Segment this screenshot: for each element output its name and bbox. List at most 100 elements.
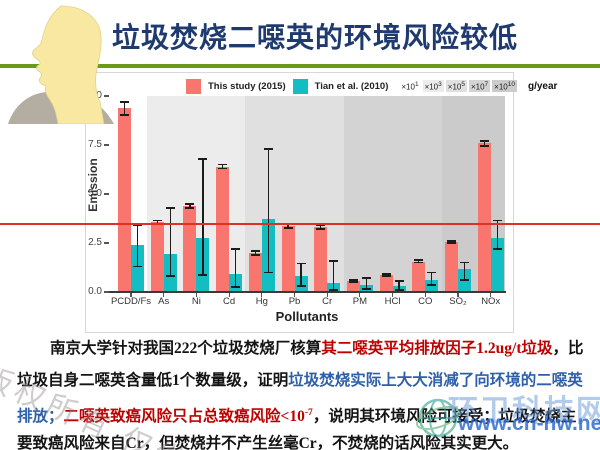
bar xyxy=(118,107,131,292)
error-bar-cap xyxy=(348,281,358,284)
x-tick-label: PM xyxy=(352,296,368,307)
bar xyxy=(131,244,144,292)
error-bar xyxy=(463,262,466,281)
error-bar-cap xyxy=(414,261,424,264)
error-bar xyxy=(352,280,355,283)
unit-label: g/year xyxy=(527,80,558,92)
error-bar-cap xyxy=(120,113,129,116)
error-bar-cap xyxy=(296,262,306,265)
scale-factor-chip: ×105 xyxy=(445,79,467,93)
error-bar xyxy=(202,158,204,276)
error-bar xyxy=(169,207,171,277)
x-tick-label: Hg xyxy=(255,296,268,307)
x-tick-label: SO₂ xyxy=(449,296,467,307)
text-segment: 垃圾焚烧实际上大大消减了向环境的二噁英 xyxy=(288,371,583,389)
error-bar-cap xyxy=(198,274,208,277)
x-tick-label: Cr xyxy=(322,296,333,307)
watermark-site-name: 环卫科技网 xyxy=(448,395,600,428)
y-tick-mark xyxy=(104,144,109,146)
error-bar-cap xyxy=(329,289,339,291)
y-tick-mark xyxy=(104,291,109,293)
legend-swatch-this-study xyxy=(186,78,201,94)
error-bar-cap xyxy=(231,247,241,250)
error-bar-cap xyxy=(361,288,371,290)
header-divider xyxy=(0,64,600,68)
x-tick-mark xyxy=(424,293,426,297)
scale-factor-chip: ×107 xyxy=(468,79,491,93)
y-tick-mark xyxy=(104,242,109,244)
error-bar-cap xyxy=(316,228,326,231)
error-bar xyxy=(431,272,433,286)
x-tick-label: Ni xyxy=(191,296,201,307)
y-tick-label: 0.0 xyxy=(88,286,102,297)
x-axis-title: Pollutants xyxy=(275,309,339,324)
x-tick-mark xyxy=(163,293,165,297)
y-tick-mark xyxy=(104,95,109,97)
error-bar-cap xyxy=(348,279,358,282)
text-segment: 排放； xyxy=(17,407,64,425)
x-axis-line xyxy=(107,291,506,294)
chart-legend: This study (2015) Tian et al. (2010) ×10… xyxy=(186,77,557,95)
text-segment: -7 xyxy=(304,406,313,418)
error-bar-cap xyxy=(263,148,273,150)
error-bar xyxy=(221,164,224,169)
x-tick-mark xyxy=(293,293,296,297)
bar xyxy=(477,143,491,292)
x-tick-mark xyxy=(392,293,394,297)
error-bar-cap xyxy=(250,249,260,252)
legend-label-tian: Tian et al. (2010) xyxy=(314,80,389,92)
error-bar-cap xyxy=(165,206,175,209)
error-bar xyxy=(365,278,368,290)
error-bar-cap xyxy=(427,271,437,274)
x-tick-mark xyxy=(195,293,197,297)
bar xyxy=(425,280,439,292)
x-tick-label: CO xyxy=(418,296,433,307)
x-tick-label: As xyxy=(158,296,170,307)
x-tick-label: NOx xyxy=(481,296,501,307)
error-bar xyxy=(189,203,191,208)
error-bar-cap xyxy=(447,242,456,244)
error-bar-cap xyxy=(296,285,306,288)
error-bar xyxy=(450,241,453,243)
error-bar xyxy=(483,141,485,146)
error-bar-cap xyxy=(250,253,260,256)
text-line: 要致癌风险来自Cr，但焚烧并不产生丝毫Cr，不焚烧的话风险其实更大。 xyxy=(17,428,595,450)
error-bar-cap xyxy=(381,275,391,278)
bar xyxy=(412,261,426,292)
text-line: 垃圾自身二噁英含量低1个数量级，证明垃圾焚烧实际上大大消减了向环境的二噁英 xyxy=(17,365,595,397)
error-bar-cap xyxy=(492,247,502,250)
error-bar-cap xyxy=(479,145,489,147)
head-face xyxy=(32,5,105,124)
error-bar xyxy=(136,225,139,267)
y-tick-label: 2.5 xyxy=(88,237,102,248)
error-bar xyxy=(398,281,400,291)
text-segment: 垃圾焚烧主 xyxy=(498,407,577,425)
error-bar-cap xyxy=(231,286,241,288)
error-bar-cap xyxy=(185,202,195,205)
text-segment: 垃圾自身二噁英含量低1个数量级，证明 xyxy=(17,371,289,389)
error-bar-cap xyxy=(133,265,142,268)
error-bar-cap xyxy=(329,259,339,262)
error-bar-cap xyxy=(492,219,502,222)
error-bar-cap xyxy=(218,163,228,166)
error-bar-cap xyxy=(283,227,293,230)
x-tick-label: Cd xyxy=(223,296,236,307)
error-bar xyxy=(254,250,256,255)
globe-icon xyxy=(415,398,461,438)
error-bar-cap xyxy=(316,224,326,227)
y-tick-label: 5.0 xyxy=(88,188,102,199)
error-bar xyxy=(418,259,420,263)
error-bar-cap xyxy=(133,224,142,227)
text-segment: 其二噁英平均排放因子1.2ug/t垃圾 xyxy=(321,340,553,357)
text-segment: 要致癌风险来自Cr，但焚烧并不产生丝毫Cr，不焚烧的话风险其实更大。 xyxy=(17,435,519,450)
watermark-site-url: www.cn-hw.net xyxy=(458,412,600,435)
bar xyxy=(150,222,164,292)
bar xyxy=(346,281,360,292)
plot-band xyxy=(343,96,442,292)
scale-factor-chip: ×101 xyxy=(399,79,421,93)
error-bar-cap xyxy=(394,289,404,291)
error-bar-cap xyxy=(198,157,208,160)
bar xyxy=(490,238,504,292)
bar xyxy=(183,205,197,292)
